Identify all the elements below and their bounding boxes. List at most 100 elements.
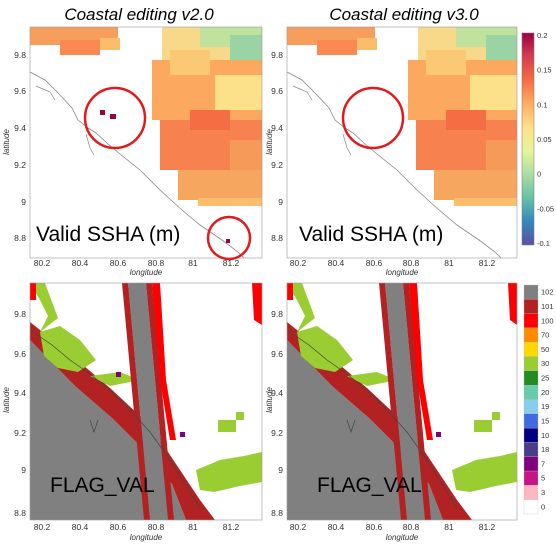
x-tick-label: 80.8 xyxy=(403,522,420,532)
highlight-circle xyxy=(341,86,405,150)
x-tick-label: 80.8 xyxy=(148,522,165,532)
x-tick-label: 81.2 xyxy=(479,522,496,532)
y-tick-label: 9.4 xyxy=(14,123,26,133)
y-tick-label: 9.4 xyxy=(14,388,26,398)
panel-flag-v2: FLAG_VAL 80.2 80.4 80.6 80.8 81 81.2 8.8… xyxy=(2,282,263,542)
y-tick-label: 9.6 xyxy=(14,349,26,359)
y-ticks: 8.8 9 9.2 9.4 9.6 9.8 xyxy=(271,309,283,518)
x-tick-label: 80.6 xyxy=(110,258,127,268)
y-tick-label: 8.8 xyxy=(14,233,26,243)
colorbar-tick-label: -0.05 xyxy=(537,204,554,213)
legend-swatch xyxy=(523,284,539,300)
y-tick-label: 9.8 xyxy=(14,309,26,319)
x-tick-label: 81.2 xyxy=(223,522,240,532)
x-tick-label: 81 xyxy=(188,258,198,268)
panel-title: Coastal editing v2.0 xyxy=(64,5,214,24)
panel-annotation: Valid SSHA (m) xyxy=(36,223,180,246)
y-tick-label: 9.2 xyxy=(271,428,283,438)
ssha-colorbar: 0.2 0.15 0.1 0.05 0 -0.05 -0.1 xyxy=(521,31,554,248)
legend-label: 18 xyxy=(541,445,549,454)
y-tick-label: 9.8 xyxy=(271,309,283,319)
x-ticks: 80.2 80.4 80.6 80.8 81 81.2 xyxy=(290,522,496,532)
colorbar-tick-label: 0.15 xyxy=(537,66,552,75)
y-tick-label: 9.2 xyxy=(14,428,26,438)
y-ticks: 8.8 9 9.2 9.4 9.6 9.8 xyxy=(14,309,26,518)
flag-map-v3 xyxy=(286,282,518,521)
y-tick-label: 9.6 xyxy=(271,349,283,359)
y-tick-label: 9 xyxy=(21,197,26,207)
legend-label: 25 xyxy=(541,374,549,383)
legend-label: 10 xyxy=(541,431,549,440)
colorbar-tick-label: 0.05 xyxy=(537,135,552,144)
legend-swatch xyxy=(523,413,539,429)
x-axis-label: longitude xyxy=(386,268,419,277)
x-ticks: 80.2 80.4 80.6 80.8 81 81.2 xyxy=(34,258,240,268)
x-ticks: 80.2 80.4 80.6 80.8 81 81.2 xyxy=(34,522,240,532)
panel-ssha-v2: Coastal editing v2.0 xyxy=(2,5,263,277)
y-axis-label: latitude xyxy=(2,387,11,413)
y-tick-label: 8.8 xyxy=(271,508,283,518)
legend-label: 100 xyxy=(541,316,554,325)
legend-swatch xyxy=(523,499,539,515)
x-tick-label: 80.2 xyxy=(290,258,307,268)
y-axis-label: latitude xyxy=(265,129,274,155)
ssha-map-v2 xyxy=(29,26,263,259)
colorbar-tick-label: -0.1 xyxy=(537,239,550,248)
x-tick-label: 80.2 xyxy=(290,522,307,532)
x-tick-label: 80.4 xyxy=(328,258,345,268)
legend-swatch xyxy=(523,313,539,329)
y-tick-label: 9.8 xyxy=(271,50,283,60)
y-tick-label: 8.8 xyxy=(14,508,26,518)
legend-label: 15 xyxy=(541,416,549,425)
legend-label: 30 xyxy=(541,359,549,368)
legend-swatch xyxy=(523,470,539,486)
y-tick-label: 9.6 xyxy=(14,86,26,96)
y-tick-label: 8.8 xyxy=(271,233,283,243)
x-axis-label: longitude xyxy=(130,268,163,277)
panel-annotation: Valid SSHA (m) xyxy=(299,223,443,246)
x-tick-label: 80.4 xyxy=(72,258,89,268)
panel-title: Coastal editing v3.0 xyxy=(329,5,479,24)
y-tick-label: 9.8 xyxy=(14,50,26,60)
x-tick-label: 81 xyxy=(444,522,454,532)
colorbar-tick-label: 0.2 xyxy=(537,31,547,40)
x-tick-label: 80.2 xyxy=(34,258,51,268)
legend-swatch xyxy=(523,456,539,472)
flag-map-v2 xyxy=(29,282,263,521)
highlight-circle xyxy=(206,215,252,261)
panel-ssha-v3: Coastal editing v3.0 Valid SSHA (m) 80.2 xyxy=(265,5,518,277)
legend-label: 0 xyxy=(541,502,545,511)
x-tick-label: 80.2 xyxy=(34,522,51,532)
x-axis-label: longitude xyxy=(386,533,419,542)
legend-swatch xyxy=(523,427,539,443)
x-tick-label: 81 xyxy=(188,522,198,532)
y-axis-label: latitude xyxy=(265,387,274,413)
y-ticks: 8.8 9 9.2 9.4 9.6 9.8 xyxy=(14,50,26,243)
x-ticks: 80.2 80.4 80.6 80.8 81 81.2 xyxy=(290,258,496,268)
colorbar-tick-label: 0 xyxy=(537,170,541,179)
y-tick-label: 9.2 xyxy=(271,160,283,170)
legend-label: 101 xyxy=(541,302,554,311)
y-tick-label: 9.4 xyxy=(271,388,283,398)
legend-swatch xyxy=(523,385,539,400)
x-tick-label: 80.8 xyxy=(148,258,165,268)
legend-label: 50 xyxy=(541,345,549,354)
legend-swatch xyxy=(523,399,539,414)
y-tick-label: 9 xyxy=(21,465,26,475)
legend-swatch xyxy=(523,342,539,357)
legend-label: 5 xyxy=(541,474,545,483)
x-tick-label: 80.6 xyxy=(366,258,383,268)
panel-annotation: FLAG_VAL xyxy=(317,474,422,497)
y-tick-label: 9.4 xyxy=(271,123,283,133)
ssha-map-v3 xyxy=(286,26,518,259)
x-tick-label: 80.8 xyxy=(403,258,420,268)
legend-swatch xyxy=(523,370,539,386)
x-axis-label: longitude xyxy=(130,533,163,542)
legend-swatch xyxy=(523,299,539,314)
y-tick-label: 9 xyxy=(278,465,283,475)
legend-label: 102 xyxy=(541,288,554,297)
legend-swatch xyxy=(523,356,539,372)
colorbar-tick-label: 0.1 xyxy=(537,100,547,109)
